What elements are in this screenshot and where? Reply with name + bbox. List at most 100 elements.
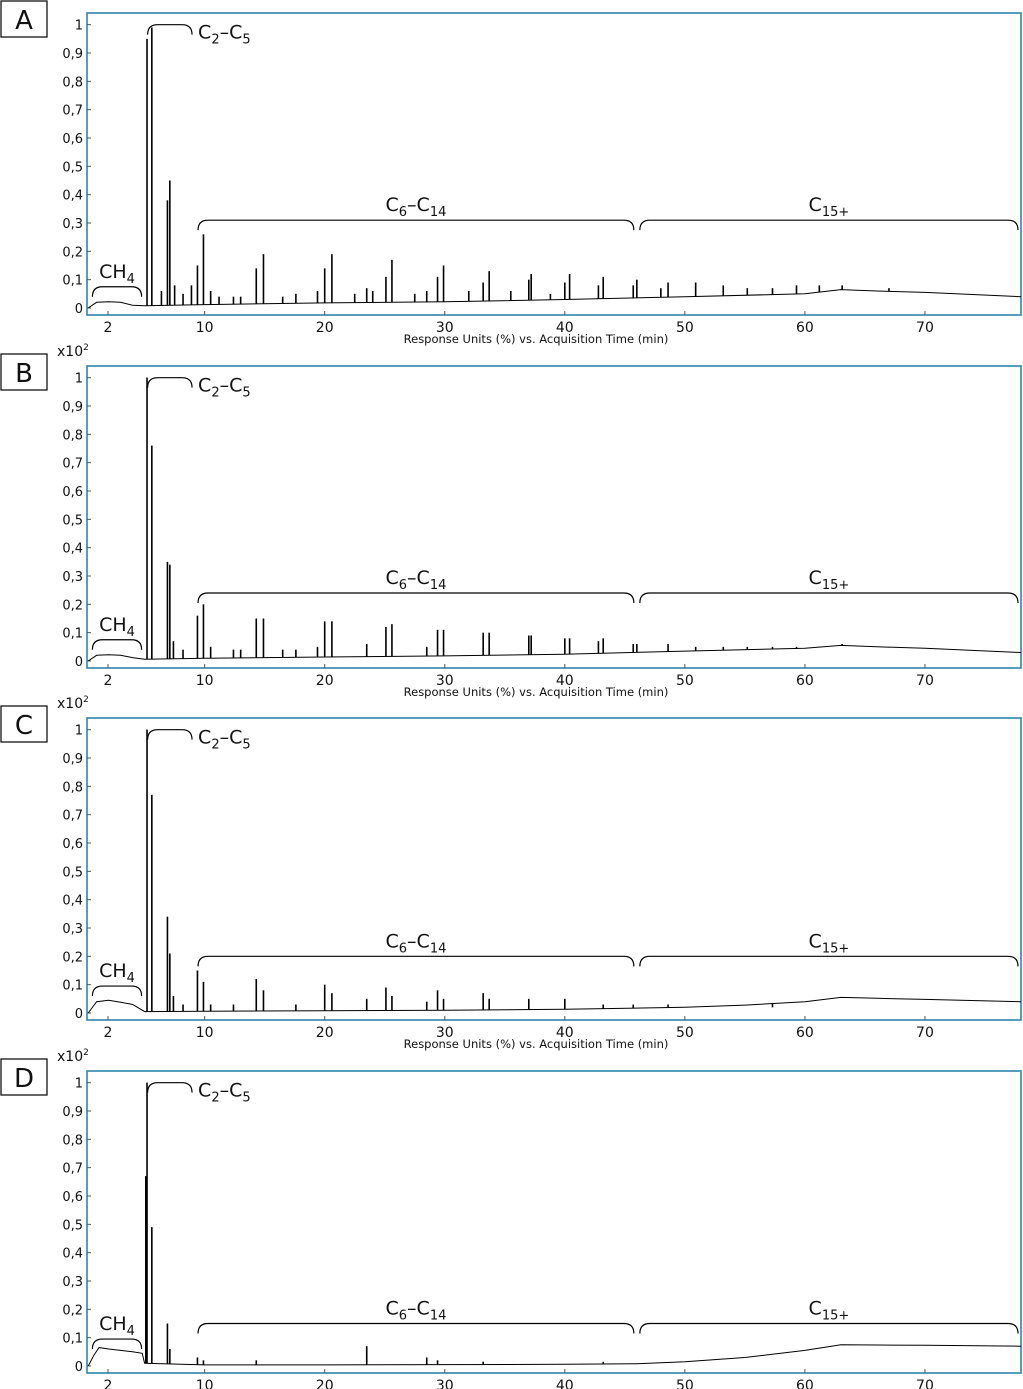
y-tick-label: 0,8 [62, 1133, 83, 1148]
y-tick-label: 0,2 [62, 245, 83, 260]
x-tick-label: 30 [436, 673, 454, 689]
panel-label-box [0, 705, 48, 743]
y-tick-label: 0,7 [62, 104, 83, 119]
x-tick-label: 70 [916, 1025, 934, 1041]
x-tick-label: 70 [916, 1378, 934, 1389]
x-tick-label: 50 [676, 673, 694, 689]
y-tick-label: 0,3 [62, 570, 83, 585]
panel-label-box [0, 1058, 48, 1096]
region-label: C6–C14 [385, 567, 446, 593]
region-label: C15+ [809, 567, 850, 593]
region-bracket [91, 985, 143, 997]
panel-label: D [14, 1064, 34, 1094]
x-tick-label: 40 [556, 320, 574, 336]
x-tick-label: 70 [916, 673, 934, 689]
region-label: C15+ [809, 1298, 850, 1324]
region-label: C2–C5 [198, 1080, 251, 1106]
y-tick-label: 0,7 [62, 1162, 83, 1177]
x-tick-label: 60 [796, 673, 814, 689]
y-tick-label: 0,9 [62, 47, 83, 62]
region-bracket [197, 592, 635, 604]
x-tick-label: 10 [196, 1025, 214, 1041]
y-tick-label: 0,3 [62, 1275, 83, 1290]
region-bracket [639, 219, 1019, 231]
x-tick-label: 2 [104, 320, 113, 336]
x-tick-label: 40 [556, 1025, 574, 1041]
y-multiplier: x102 [57, 695, 89, 712]
y-tick-label: 1 [75, 724, 83, 739]
x-tick-label: 20 [316, 1025, 334, 1041]
plot-frame [86, 12, 1022, 316]
region-bracket [147, 1082, 193, 1093]
x-tick-label: 30 [436, 1378, 454, 1389]
x-tick-label: 2 [104, 1025, 113, 1041]
y-tick-label: 0,4 [62, 894, 83, 909]
x-tick-label: 50 [676, 320, 694, 336]
x-tick-label: 10 [196, 1378, 214, 1389]
region-label: C6–C14 [385, 194, 446, 220]
x-axis-label: Response Units (%) vs. Acquisition Time … [404, 332, 669, 346]
x-tick-label: 50 [676, 1025, 694, 1041]
region-bracket [197, 1322, 635, 1334]
panel-label: C [15, 711, 33, 741]
y-tick-label: 0,2 [62, 950, 83, 965]
x-tick-label: 2 [104, 1378, 113, 1389]
y-tick-label: 0,7 [62, 809, 83, 824]
y-tick-label: 1 [75, 19, 83, 34]
y-tick-label: 0,6 [62, 837, 83, 852]
y-tick-label: 0,8 [62, 780, 83, 795]
x-tick-label: 60 [796, 1025, 814, 1041]
region-bracket [147, 24, 193, 35]
region-label: C15+ [809, 194, 850, 220]
y-tick-label: 0,8 [62, 75, 83, 90]
y-tick-label: 0,5 [62, 513, 83, 528]
panel-label: A [15, 6, 33, 36]
region-bracket [91, 639, 143, 650]
y-tick-label: 0,2 [62, 598, 83, 613]
region-label: C2–C5 [198, 375, 251, 401]
region-label: C6–C14 [385, 930, 446, 956]
x-tick-label: 60 [796, 320, 814, 336]
x-tick-label: 10 [196, 673, 214, 689]
region-label: C2–C5 [198, 22, 251, 48]
y-tick-label: 0,8 [62, 428, 83, 443]
region-bracket [197, 219, 635, 231]
region-label: C15+ [809, 930, 850, 956]
x-axis-label: Response Units (%) vs. Acquisition Time … [404, 685, 669, 699]
y-tick-label: 0 [75, 655, 83, 670]
y-tick-label: 0,1 [62, 274, 83, 289]
y-tick-label: 1 [75, 372, 83, 387]
x-tick-label: 50 [676, 1378, 694, 1389]
y-tick-label: 0 [75, 1007, 83, 1022]
x-tick-label: 30 [436, 1025, 454, 1041]
y-tick-label: 0,7 [62, 457, 83, 472]
y-tick-label: 0,1 [62, 1332, 83, 1347]
region-bracket [639, 955, 1019, 967]
y-tick-label: 0,4 [62, 1247, 83, 1262]
x-tick-label: 20 [316, 320, 334, 336]
region-label: CH4 [99, 1313, 135, 1339]
region-bracket [639, 592, 1019, 604]
x-tick-label: 40 [556, 673, 574, 689]
y-tick-label: 0 [75, 1360, 83, 1375]
plot-frame [86, 717, 1022, 1021]
region-bracket [197, 955, 635, 967]
y-tick-label: 0,6 [62, 485, 83, 500]
y-tick-label: 0,6 [62, 132, 83, 147]
y-tick-label: 0,1 [62, 979, 83, 994]
y-tick-label: 0,2 [62, 1303, 83, 1318]
panel-a: A 0 0,1 0,2 0,3 0,4 0,5 0,6 0,7 0,8 0,9 1 2 10 20 30 40 5… [0, 0, 1022, 346]
y-tick-label: 0,9 [62, 1105, 83, 1120]
region-bracket [147, 729, 193, 740]
x-tick-label: 30 [436, 320, 454, 336]
x-axis-label: Response Units (%) vs. Acquisition Time … [404, 1037, 669, 1051]
x-tick-label: 2 [104, 673, 113, 689]
baseline-trace [87, 1344, 1022, 1367]
region-bracket [147, 377, 193, 388]
y-tick-label: 0,9 [62, 400, 83, 415]
panel-label-box [0, 353, 48, 391]
region-bracket [91, 286, 143, 297]
